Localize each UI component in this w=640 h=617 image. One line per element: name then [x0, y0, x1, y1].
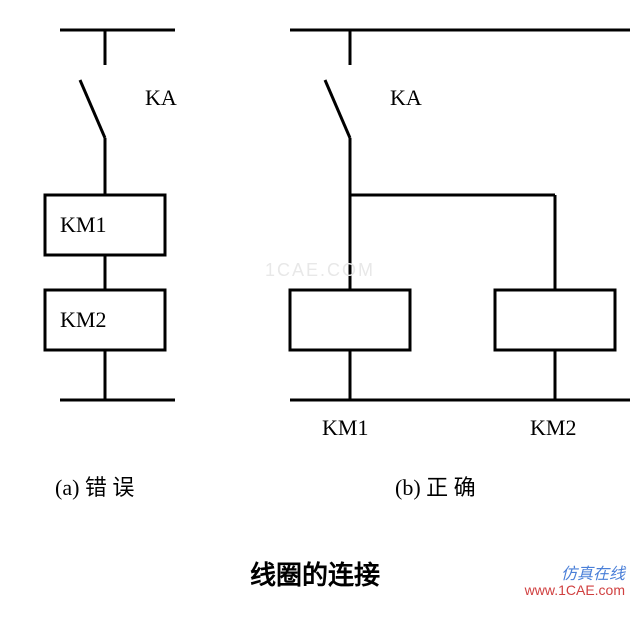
label-km2-b: KM2	[530, 415, 576, 441]
watermark-url: www.1CAE.com	[525, 582, 625, 598]
caption-b: (b) 正 确	[395, 470, 476, 502]
watermark-cn: 仿真在线	[561, 560, 625, 584]
label-km2-a: KM2	[60, 307, 106, 333]
diagram-title: 线圈的连接	[250, 555, 380, 592]
label-ka-b: KA	[390, 85, 422, 111]
label-ka-a: KA	[145, 85, 177, 111]
circuit-diagram: KA KM1 KM2 KA KM1 KM2 (a) 错 误 (b) 正 确 线圈…	[0, 0, 640, 617]
faint-watermark: 1CAE.COM	[265, 260, 375, 281]
label-km1-a: KM1	[60, 212, 106, 238]
caption-a: (a) 错 误	[55, 470, 134, 502]
label-km1-b: KM1	[322, 415, 368, 441]
